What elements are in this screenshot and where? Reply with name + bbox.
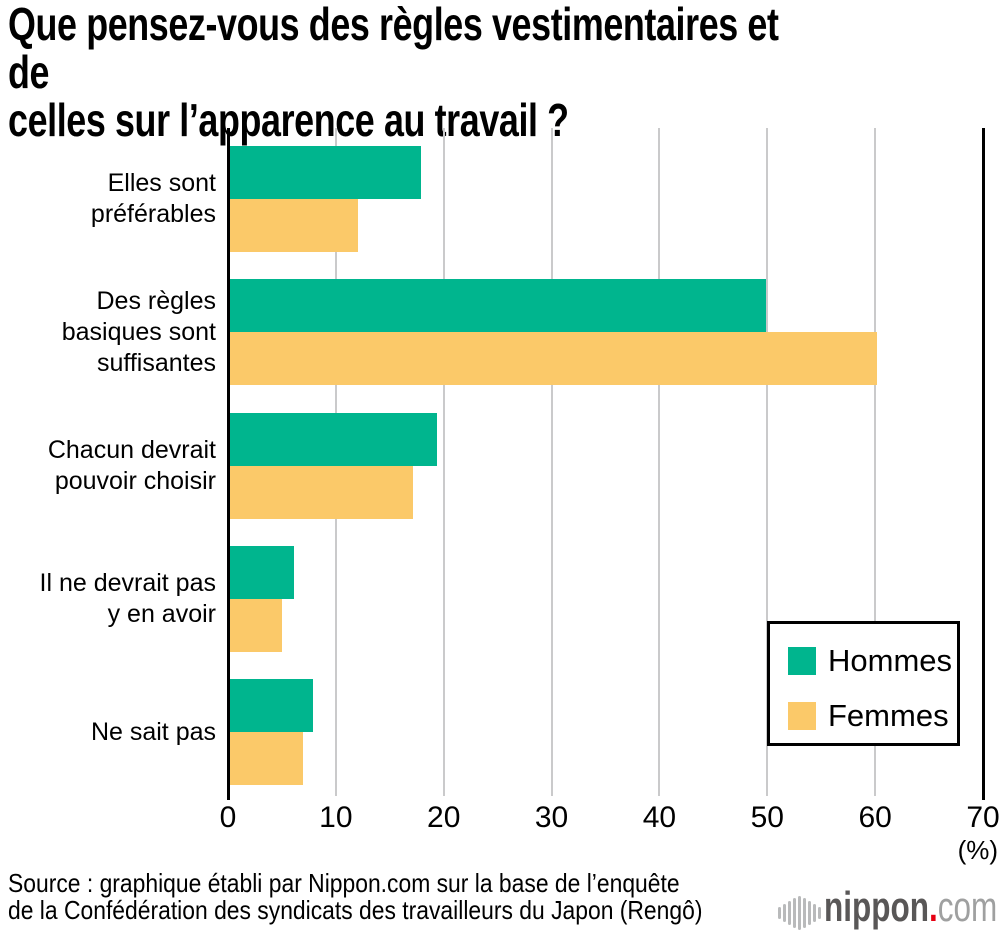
logo-dot: . <box>928 883 938 930</box>
axis-line <box>226 128 230 800</box>
x-tick-label-20: 20 <box>427 801 461 834</box>
bar-hommes-2 <box>229 412 438 466</box>
plot-area <box>226 128 985 800</box>
gridline <box>658 128 661 796</box>
hommes-swatch <box>788 647 816 675</box>
legend-label-femmes: Femmes <box>828 698 949 733</box>
x-tick-label-30: 30 <box>534 801 569 834</box>
bar-femmes-0 <box>229 199 359 252</box>
bar-hommes-3 <box>229 545 294 599</box>
legend-label-hommes: Hommes <box>828 643 953 678</box>
legend: Hommes Femmes <box>767 621 960 746</box>
nippon-logo: nippon.com <box>778 886 1000 936</box>
axis-line <box>981 128 985 800</box>
logo-text: nippon.com <box>824 886 997 928</box>
category-label-1: Des règles basiques sont suffisantes <box>61 286 216 377</box>
femmes-swatch <box>788 702 816 730</box>
bar-femmes-4 <box>229 732 304 785</box>
source-note: Source : graphique établi par Nippon.com… <box>8 868 703 925</box>
category-label-3: Il ne devrait pas y en avoir <box>39 568 217 628</box>
gridline <box>766 128 769 796</box>
category-label-0: Elles sont préférables <box>90 169 216 228</box>
gridline <box>874 128 877 796</box>
logo-tld: com <box>937 883 998 930</box>
legend-item-femmes: Femmes <box>788 698 949 734</box>
soundwave-icon <box>778 896 821 930</box>
x-tick-label-40: 40 <box>642 801 677 834</box>
bar-hommes-1 <box>229 279 767 333</box>
bar-femmes-2 <box>229 465 414 519</box>
bar-femmes-1 <box>229 332 878 386</box>
x-tick-label-70: 70 <box>966 801 1000 834</box>
category-label-2: Chacun devrait pouvoir choisir <box>47 435 216 495</box>
x-axis-unit-label: (%) <box>957 835 998 865</box>
logo-brand: nippon <box>824 883 929 930</box>
x-tick-label-10: 10 <box>319 801 353 834</box>
bar-femmes-3 <box>229 598 282 652</box>
gridline <box>442 128 445 796</box>
gridline <box>550 128 553 796</box>
x-tick-label-60: 60 <box>858 801 892 834</box>
legend-item-hommes: Hommes <box>788 643 952 679</box>
bar-hommes-4 <box>229 679 314 732</box>
bar-hommes-0 <box>229 146 421 199</box>
x-tick-label-0: 0 <box>219 801 237 834</box>
x-tick-label-50: 50 <box>750 801 784 834</box>
category-label-4: Ne sait pas <box>90 717 216 746</box>
chart-title: Que pensez-vous des règles vestimentaire… <box>8 0 779 146</box>
